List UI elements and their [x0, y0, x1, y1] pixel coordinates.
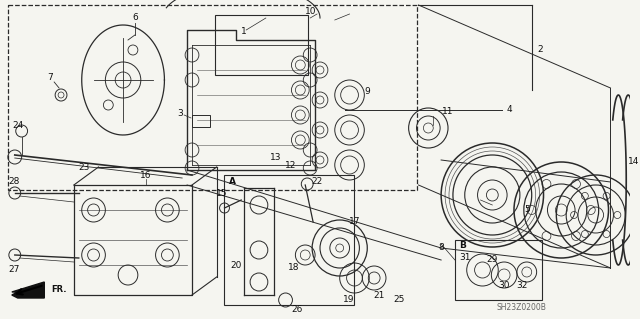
Text: 24: 24 [12, 121, 23, 130]
Text: 7: 7 [47, 73, 53, 83]
Text: 20: 20 [230, 261, 242, 270]
Text: 22: 22 [312, 177, 323, 187]
Text: 2: 2 [538, 46, 543, 55]
Text: FR.: FR. [51, 286, 67, 294]
Text: 19: 19 [343, 295, 355, 305]
Text: SH23Z0200B: SH23Z0200B [497, 303, 547, 313]
Text: 30: 30 [499, 280, 510, 290]
Text: 31: 31 [459, 254, 470, 263]
Text: B: B [459, 241, 466, 250]
Text: 14: 14 [628, 158, 639, 167]
Text: 32: 32 [516, 280, 527, 290]
Text: 8: 8 [438, 243, 444, 253]
Bar [225, 175, 355, 305]
Text: 10: 10 [305, 8, 317, 17]
Text: 11: 11 [442, 108, 454, 116]
Bar [8, 5, 417, 190]
Text: 25: 25 [393, 295, 404, 305]
Text: 3: 3 [177, 108, 183, 117]
Text: 5: 5 [524, 205, 530, 214]
Bar [214, 15, 308, 75]
Text: 4: 4 [506, 106, 512, 115]
Text: 29: 29 [486, 256, 498, 264]
Text: 17: 17 [349, 218, 360, 226]
Text: 1: 1 [241, 27, 247, 36]
Text: 26: 26 [292, 306, 303, 315]
Text: A: A [229, 176, 236, 186]
Bar [192, 115, 210, 127]
Text: 16: 16 [140, 170, 152, 180]
Text: 23: 23 [78, 164, 90, 173]
Text: 12: 12 [285, 160, 296, 169]
Text: 9: 9 [364, 87, 370, 97]
Text: 13: 13 [270, 153, 282, 162]
Polygon shape [12, 282, 44, 298]
Text: 6: 6 [132, 13, 138, 23]
Text: 15: 15 [216, 189, 227, 197]
Text: 27: 27 [8, 265, 19, 275]
Text: 21: 21 [373, 291, 385, 300]
Bar [455, 240, 541, 300]
Text: 18: 18 [287, 263, 299, 272]
Text: 28: 28 [8, 177, 19, 187]
